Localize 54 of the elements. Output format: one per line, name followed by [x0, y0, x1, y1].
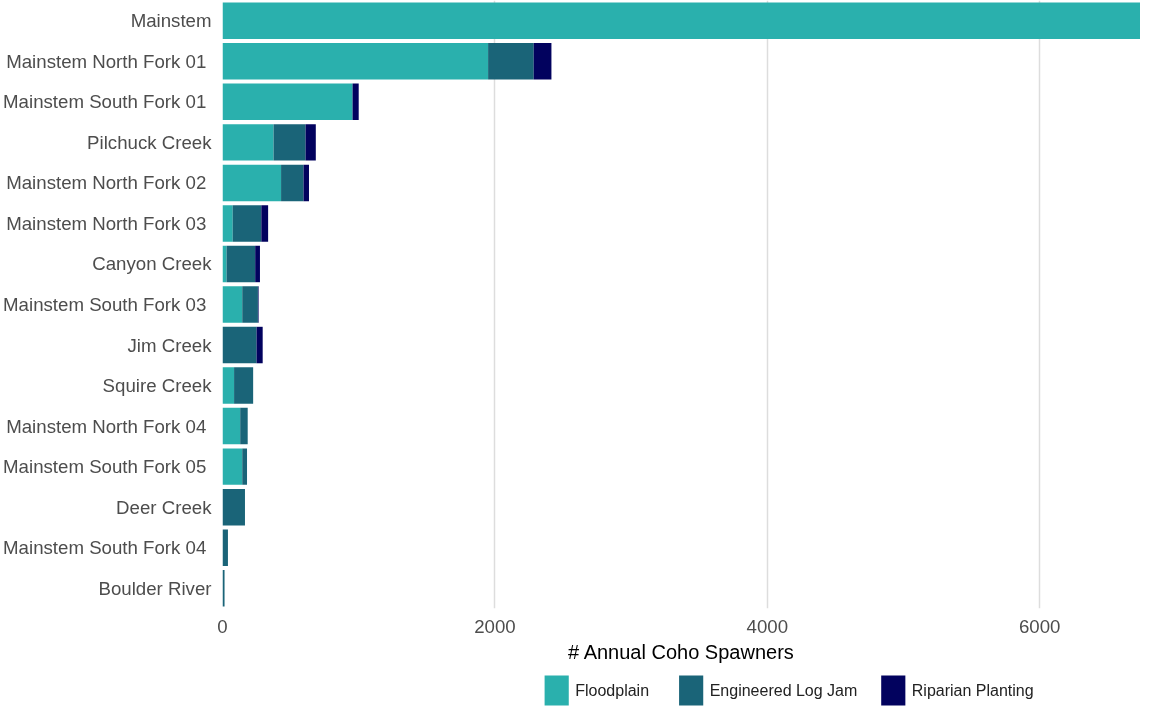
y-tick-label: Boulder River [98, 577, 212, 599]
bar [222, 448, 243, 485]
y-tick-label: Mainstem North Fork 01 [6, 50, 207, 72]
legend-label: Riparian Planting [911, 682, 1034, 699]
bar [222, 2, 1140, 40]
y-tick-label: Mainstem South Fork 04 [3, 537, 207, 559]
bar [222, 367, 235, 404]
y-tick-label: Mainstem North Fork 04 [6, 415, 207, 437]
bar [305, 124, 316, 161]
bar [255, 245, 260, 283]
bar [488, 43, 534, 80]
legend-label: Floodplain [575, 682, 650, 699]
bar [242, 286, 258, 323]
x-tick-label: 4000 [746, 615, 789, 637]
bar [222, 205, 233, 242]
bar [273, 124, 306, 161]
x-tick-label: 0 [217, 615, 228, 637]
x-axis-title: # Annual Coho Spawners [568, 640, 794, 663]
y-tick-label: Canyon Creek [92, 253, 213, 275]
y-tick-label: Squire Creek [102, 375, 213, 397]
y-tick-label: Pilchuck Creek [87, 131, 213, 153]
y-tick-label: Mainstem North Fork 03 [6, 212, 207, 234]
bar [222, 488, 245, 526]
y-tick-label: Mainstem [130, 10, 212, 32]
y-tick-label: Mainstem South Fork 01 [3, 91, 207, 113]
bar [303, 164, 309, 202]
legend-label: Engineered Log Jam [709, 682, 858, 699]
bar [222, 124, 274, 161]
bar [352, 83, 359, 121]
bar [232, 205, 262, 242]
y-tick-label: Mainstem North Fork 02 [6, 172, 207, 194]
y-tick-label: Deer Creek [116, 496, 213, 518]
bar [533, 43, 552, 80]
bar [281, 164, 304, 202]
y-tick-label: Mainstem South Fork 03 [3, 294, 207, 315]
bar [234, 367, 254, 404]
bar [222, 245, 227, 283]
y-tick-label: Jim Creek [127, 334, 213, 356]
bar [222, 286, 243, 323]
bar [222, 83, 353, 121]
bar [222, 326, 257, 364]
x-tick-label: 2000 [474, 615, 516, 637]
bar [222, 569, 225, 607]
bar [222, 407, 241, 445]
bar [222, 43, 489, 80]
bar [226, 245, 256, 283]
bar [261, 205, 269, 242]
y-tick-label: Mainstem South Fork 05 [3, 456, 207, 478]
bar [242, 448, 248, 485]
bar [240, 407, 248, 445]
bar [222, 529, 228, 566]
bar [222, 164, 282, 202]
bar [256, 326, 263, 364]
x-tick-label: 6000 [1018, 615, 1061, 637]
